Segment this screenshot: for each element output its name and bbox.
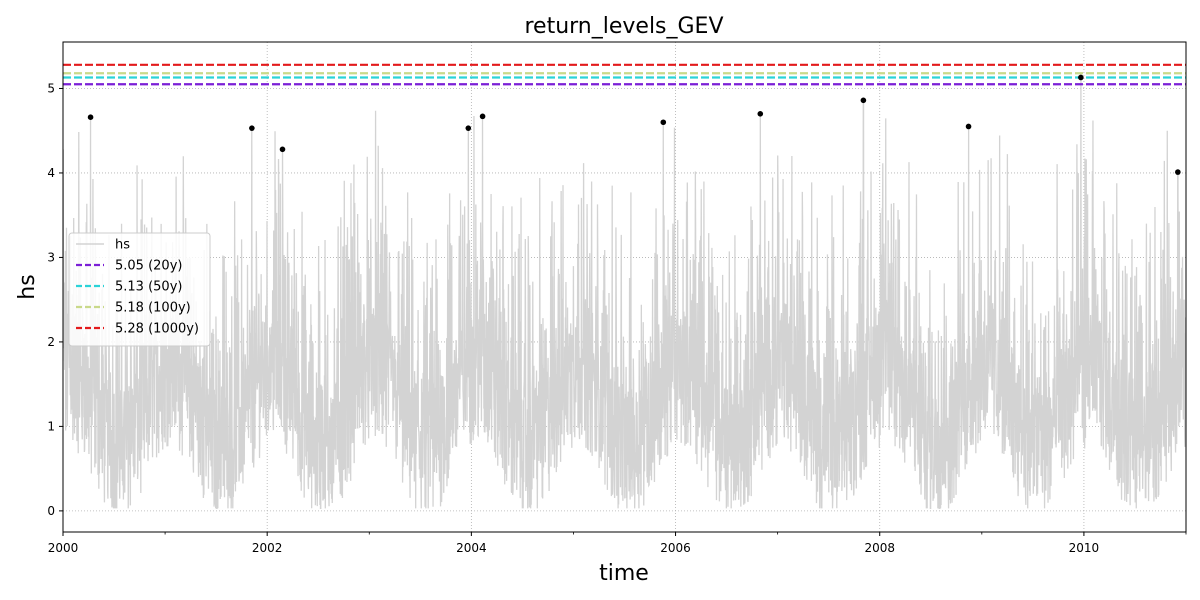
- y-axis-ticks: 0 1 2 3 4 5: [47, 81, 63, 518]
- x-tick-label: 2010: [1069, 541, 1100, 555]
- legend-entry-label: 5.28 (1000y): [115, 322, 199, 337]
- legend-entry-label: 5.18 (100y): [115, 301, 191, 316]
- legend-entry-label: hs: [115, 238, 130, 253]
- annual-maximum-point: [965, 123, 972, 130]
- x-tick-label: 2006: [660, 541, 691, 555]
- x-tick-label: 2004: [456, 541, 487, 555]
- annual-maximum-point: [87, 114, 94, 120]
- y-tick-label: 3: [47, 250, 55, 264]
- y-tick-label: 0: [47, 504, 55, 518]
- x-tick-label: 2000: [48, 541, 79, 555]
- annual-maximum-point: [1078, 74, 1084, 81]
- annual-maximum-point: [279, 146, 286, 153]
- x-tick-label: 2002: [252, 541, 283, 555]
- chart-title: return_levels_GEV: [524, 14, 723, 39]
- y-tick-label: 4: [47, 166, 55, 180]
- annual-maximum-point: [757, 111, 764, 117]
- x-tick-label: 2008: [864, 541, 895, 555]
- hs-line: [63, 80, 1186, 509]
- annual-maximum-point: [249, 125, 255, 131]
- annual-maximum-point: [465, 125, 472, 131]
- y-tick-label: 2: [47, 335, 55, 349]
- series-hs: [63, 80, 1186, 509]
- annual-maximum-point: [860, 97, 867, 104]
- y-tick-label: 5: [47, 81, 55, 95]
- annual-maximum-point: [1175, 169, 1181, 175]
- y-axis-label: hs: [15, 274, 40, 299]
- x-axis-ticks: 2000 2002 2004 2006 2008 2010: [48, 532, 1187, 555]
- annual-maximum-point: [479, 113, 486, 120]
- x-axis-label: time: [599, 561, 649, 586]
- legend-entry-label: 5.05 (20y): [115, 259, 182, 274]
- return-level-lines: [63, 63, 1186, 86]
- legend-entry-label: 5.13 (50y): [115, 280, 182, 295]
- annual-maximum-point: [660, 119, 667, 126]
- legend-box: [68, 232, 211, 347]
- legend: hs 5.05 (20y) 5.13 (50y) 5.18 (100y) 5.28 (1…: [68, 232, 211, 347]
- plot-frame: [62, 41, 1187, 533]
- annual-maxima-points: [87, 74, 1181, 175]
- y-tick-label: 1: [47, 419, 55, 433]
